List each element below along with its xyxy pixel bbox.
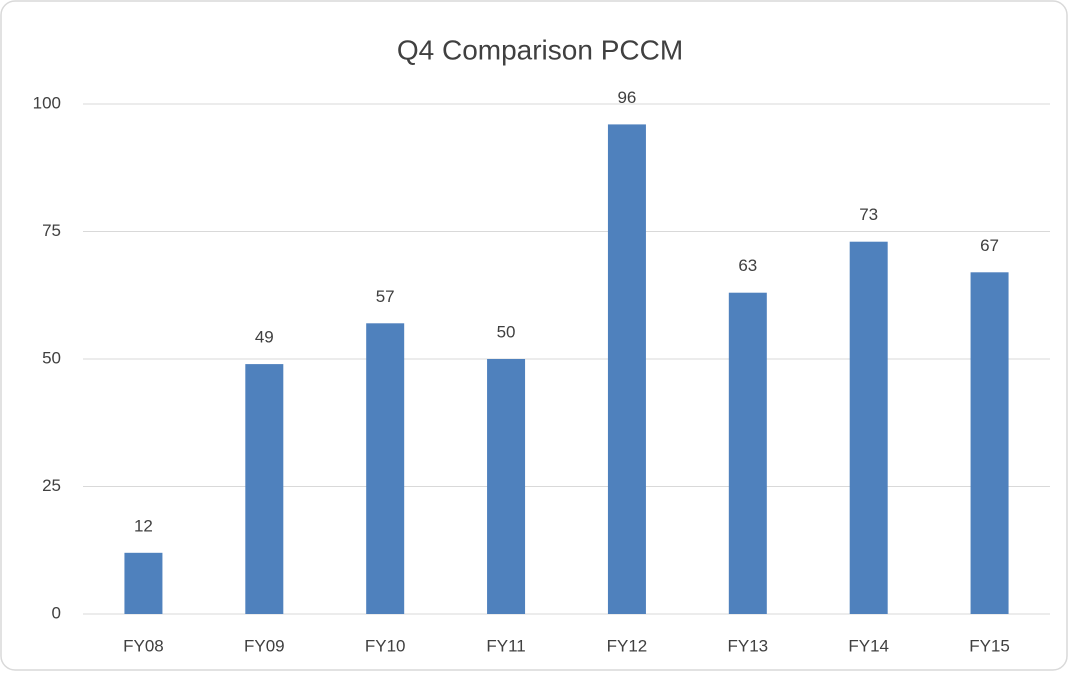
x-tick-label: FY14	[848, 636, 889, 655]
y-tick-label: 100	[33, 93, 61, 112]
x-tick-label: FY13	[727, 636, 768, 655]
data-label: 57	[376, 287, 395, 306]
x-tick-label: FY11	[486, 636, 525, 655]
bar	[849, 241, 888, 614]
data-label: 67	[980, 236, 999, 255]
x-tick-label: FY15	[969, 636, 1010, 655]
chart-title: Q4 Comparison PCCM	[397, 34, 683, 65]
bar	[487, 359, 526, 614]
y-tick-label: 75	[42, 221, 61, 240]
x-tick-label: FY09	[244, 636, 285, 655]
data-label: 96	[617, 88, 636, 107]
x-tick-label: FY10	[365, 636, 406, 655]
x-tick-label: FY08	[123, 636, 164, 655]
data-label: 73	[859, 205, 878, 224]
bar	[366, 323, 405, 614]
data-label: 49	[255, 328, 274, 347]
y-tick-label: 50	[42, 348, 61, 367]
bar	[245, 364, 284, 614]
bar	[124, 552, 163, 614]
y-tick-label: 25	[42, 476, 61, 495]
bar	[970, 272, 1009, 614]
x-tick-label: FY12	[607, 636, 648, 655]
data-label: 50	[497, 322, 516, 341]
data-label: 12	[134, 516, 153, 535]
data-label: 63	[738, 256, 757, 275]
bar	[607, 124, 646, 615]
y-tick-label: 0	[52, 603, 61, 622]
bar	[728, 292, 767, 614]
